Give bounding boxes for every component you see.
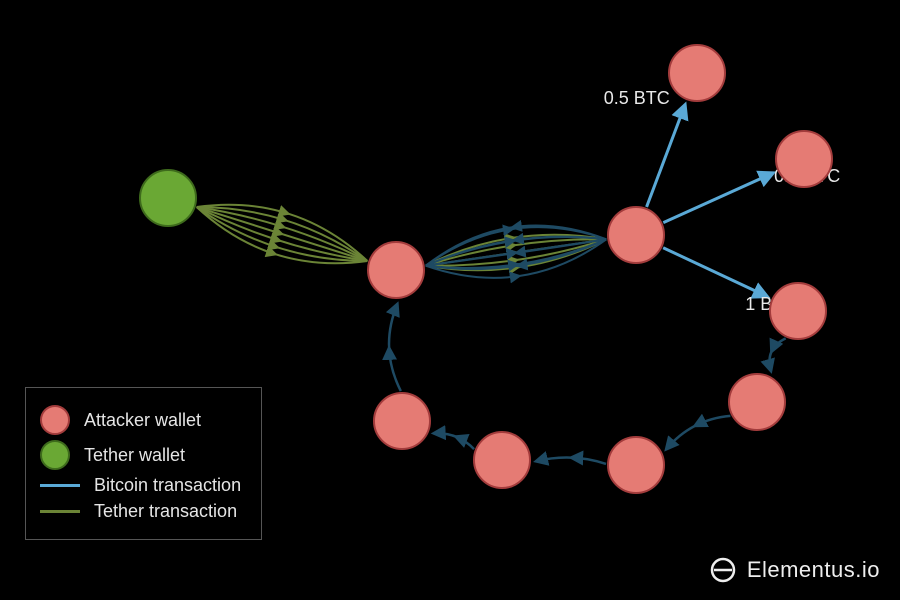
legend-label: Tether transaction <box>94 501 237 522</box>
edge <box>663 248 767 297</box>
legend-label: Tether wallet <box>84 445 185 466</box>
legend-row: Bitcoin transaction <box>40 475 241 496</box>
attacker-wallet-node <box>608 207 664 263</box>
legend-swatch <box>40 510 80 513</box>
attacker-wallet-node <box>669 45 725 101</box>
elementus-logo-icon <box>709 556 737 584</box>
attacker-wallet-node <box>474 432 530 488</box>
legend-row: Attacker wallet <box>40 405 241 435</box>
attacker-wallet-node <box>729 374 785 430</box>
legend: Attacker wallet Tether wallet Bitcoin tran… <box>25 387 262 540</box>
attacker-wallet-node <box>374 393 430 449</box>
legend-swatch <box>40 440 70 470</box>
edge-label: 0.5 BTC <box>604 88 670 108</box>
edge <box>663 173 773 223</box>
edge <box>434 433 474 449</box>
edge <box>389 304 401 391</box>
legend-row: Tether wallet <box>40 440 241 470</box>
branding: Elementus.io <box>709 556 880 584</box>
attacker-wallet-node <box>770 283 826 339</box>
legend-swatch <box>40 405 70 435</box>
legend-swatch <box>40 484 80 487</box>
edge <box>666 416 730 449</box>
attacker-wallet-node <box>368 242 424 298</box>
legend-row: Tether transaction <box>40 501 241 522</box>
edge <box>536 457 606 463</box>
tether-wallet-node <box>140 170 196 226</box>
edge <box>647 105 685 207</box>
attacker-wallet-node <box>608 437 664 493</box>
legend-label: Attacker wallet <box>84 410 201 431</box>
attacker-wallet-node <box>776 131 832 187</box>
legend-label: Bitcoin transaction <box>94 475 241 496</box>
branding-text: Elementus.io <box>747 557 880 583</box>
edge <box>770 338 786 371</box>
